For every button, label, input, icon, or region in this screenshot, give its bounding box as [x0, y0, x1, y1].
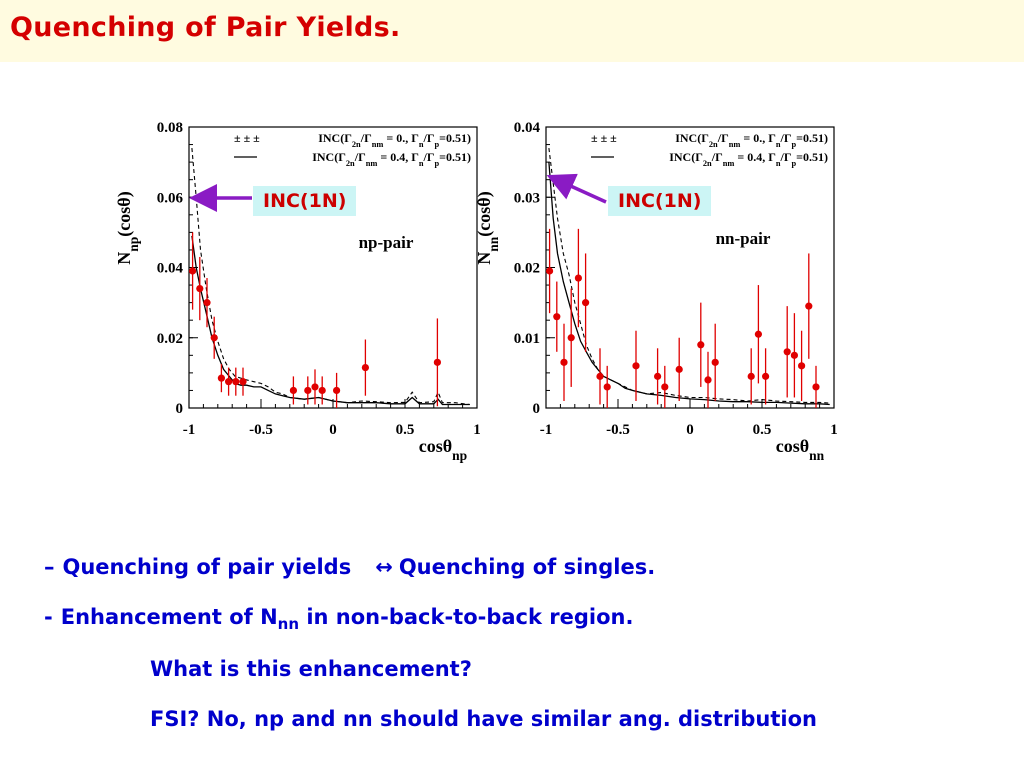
x-tick-label: 0.5: [753, 422, 772, 438]
legend-label-dashed: INC(Γ2n/Γnm = 0., Γn/Γp=0.51): [675, 131, 828, 149]
data-point: [747, 372, 755, 380]
series-line-dashed: [191, 148, 470, 406]
bullet-3: What is this enhancement?: [150, 657, 472, 681]
data-point: [225, 378, 233, 386]
series-line-solid: [191, 235, 470, 406]
data-point: [318, 386, 326, 395]
data-point: [790, 351, 799, 359]
y-tick-label: 0: [176, 401, 184, 417]
pair-label: np-pair: [359, 233, 414, 252]
annotation-arrow: [546, 173, 607, 204]
title-bar: Quenching of Pair Yields.: [0, 0, 1024, 62]
y-tick-label: 0.04: [157, 261, 184, 277]
annotation-inc-1n-np: INC(1N): [253, 186, 357, 216]
data-point: [433, 358, 441, 366]
pair-label: nn-pair: [716, 229, 771, 248]
bullet-1: – Quenching of pair yields ↔ Quenching of s…: [44, 555, 655, 579]
x-axis-label: cosθnn: [776, 436, 825, 463]
data-point: [289, 386, 297, 395]
x-tick-label: 1: [473, 422, 481, 438]
y-tick-label: 0.02: [157, 331, 183, 347]
data-point: [574, 274, 583, 282]
bullet-2-dash: -: [44, 605, 53, 629]
data-point: [582, 299, 590, 307]
data-point: [603, 383, 611, 391]
data-point: [239, 378, 247, 386]
data-point: [654, 372, 662, 380]
x-tick-label: -0.5: [249, 422, 273, 438]
plot-frame: [188, 126, 478, 409]
x-tick-label: 0: [686, 422, 694, 438]
x-tick-label: 0.5: [396, 422, 415, 438]
y-axis-label: Nnp(cosθ): [114, 191, 141, 264]
x-tick-label: -0.5: [606, 422, 630, 438]
data-point: [361, 364, 369, 372]
y-tick-label: 0: [533, 401, 541, 417]
plot-np-pair: -1 -0.5 0 0.5 1 0 0.02 0.04 0.06 0.08 INC(Γ2n/Γnm …: [114, 120, 481, 463]
data-point: [546, 267, 554, 275]
data-point: [783, 348, 791, 356]
x-tick-label: 1: [830, 422, 838, 438]
y-tick-label: 0.03: [514, 190, 540, 206]
x-tick-label: -1: [183, 422, 196, 438]
y-tick-label: 0.02: [514, 261, 540, 277]
bullet-1-dash: –: [44, 555, 55, 579]
legend-label-solid: INC(Γ2n/Γnm = 0.4, Γn/Γp=0.51): [312, 150, 471, 168]
legend-marker-dashed: ± ± ±: [591, 131, 617, 145]
legend-label-solid: INC(Γ2n/Γnm = 0.4, Γn/Γp=0.51): [669, 150, 828, 168]
data-point: [762, 372, 770, 380]
plot-frame: [545, 126, 835, 409]
data-point: [805, 302, 813, 310]
y-tick-label: 0.08: [157, 120, 183, 136]
slide-title: Quenching of Pair Yields.: [10, 12, 401, 43]
data-point: [189, 267, 197, 275]
data-point: [232, 378, 240, 386]
bullet-1-right: Quenching of singles.: [398, 555, 656, 579]
data-point: [553, 313, 561, 321]
data-point: [697, 341, 705, 349]
y-tick-label: 0.04: [514, 120, 541, 136]
bullet-2-pre: Enhancement of N: [60, 605, 278, 629]
data-point: [311, 383, 319, 391]
data-point: [333, 386, 341, 395]
y-tick-label: 0.01: [514, 331, 540, 347]
bullet-2-sub: nn: [277, 615, 300, 634]
plot-nn-pair: -1 -0.5 0 0.5 1 0 0.01 0.02 0.03 0.04 INC(Γ2n/Γnm …: [474, 120, 838, 463]
data-point: [304, 386, 312, 395]
series-line-solid: [548, 162, 830, 406]
annotation-inc-1n-nn: INC(1N): [608, 186, 712, 216]
x-tick-label: 0: [329, 422, 337, 438]
data-point: [661, 383, 669, 391]
legend-marker-dashed: ± ± ±: [234, 131, 260, 145]
data-point: [704, 376, 712, 384]
bullet-2: - Enhancement of Nnn in non-back-to-back …: [44, 605, 633, 633]
legend-label-dashed: INC(Γ2n/Γnm = 0., Γn/Γp=0.51): [318, 131, 471, 149]
data-point: [196, 284, 204, 293]
data-point: [560, 358, 568, 366]
y-axis-label: Nnn(cosθ): [474, 191, 501, 264]
y-tick-label: 0.06: [157, 190, 184, 206]
data-point: [203, 299, 211, 307]
bullet-1-arrow: ↔: [375, 555, 393, 579]
data-point: [675, 365, 683, 373]
bullet-1-left: Quenching of pair yields: [62, 555, 352, 579]
data-point: [798, 362, 806, 370]
bullet-4: FSI? No, np and nn should have similar a…: [150, 707, 817, 731]
x-tick-label: -1: [540, 422, 553, 438]
data-point: [812, 383, 820, 391]
bullet-2-post: in non-back-to-back region.: [299, 605, 634, 629]
data-point: [754, 330, 763, 338]
data-point: [711, 358, 719, 366]
data-point: [210, 334, 218, 342]
data-point: [596, 372, 604, 380]
data-point: [632, 362, 640, 370]
data-point: [567, 334, 575, 342]
x-axis-label: cosθnp: [419, 436, 467, 463]
data-point: [217, 374, 225, 382]
